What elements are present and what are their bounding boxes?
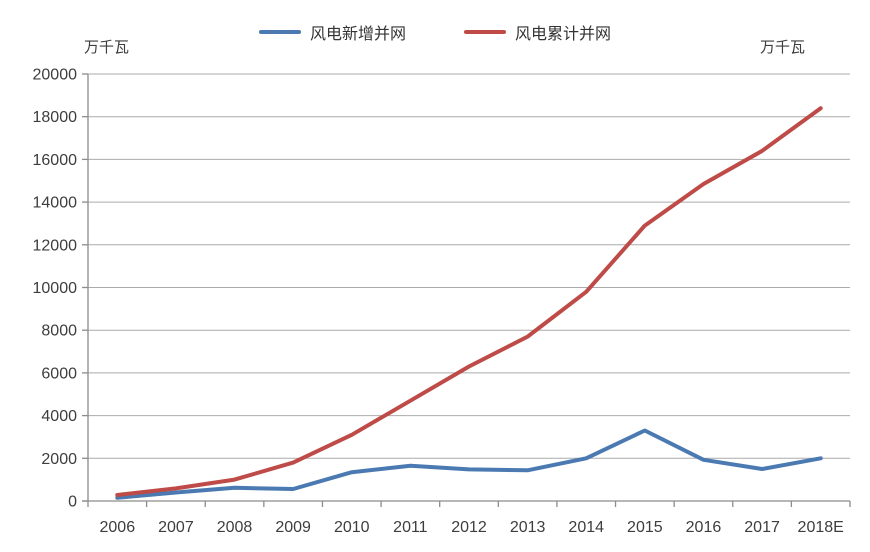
- legend-item-new-grid-connected: 风电新增并网: [258, 20, 406, 44]
- x-tick-label: 2013: [510, 519, 546, 536]
- legend-line-swatch-blue: [258, 30, 301, 34]
- y-axis-unit-label-right: 万千瓦: [760, 39, 806, 56]
- x-tick-label: 2014: [568, 519, 604, 536]
- x-tick-label: 2010: [334, 519, 370, 536]
- x-tick-label: 2008: [217, 519, 253, 536]
- legend-line-swatch-red: [464, 30, 506, 34]
- y-tick-label: 4000: [41, 408, 77, 425]
- legend-label-new-grid-connected: 风电新增并网: [309, 26, 406, 43]
- y-tick-label: 6000: [41, 365, 77, 382]
- y-tick-label: 18000: [33, 109, 78, 126]
- legend-label-cumulative-grid-connected: 风电累计并网: [515, 26, 612, 43]
- x-tick-label: 2007: [158, 519, 194, 536]
- chart-legend: 风电新增并网 风电累计并网: [0, 20, 870, 44]
- series-line-new-grid-connected: [115, 428, 823, 500]
- y-tick-label: 14000: [33, 195, 78, 212]
- x-tick-label: 2016: [686, 519, 722, 536]
- x-tick-label: 2017: [744, 519, 780, 536]
- x-tick-label: 2012: [451, 519, 487, 536]
- y-tick-label: 16000: [33, 152, 78, 169]
- y-axis-unit-label-left: 万千瓦: [84, 39, 130, 56]
- x-tick-label: 2018E: [798, 519, 844, 536]
- legend-item-cumulative-grid-connected: 风电累计并网: [464, 20, 611, 44]
- y-tick-label: 12000: [33, 237, 78, 254]
- y-tick-label: 2000: [41, 451, 77, 468]
- y-tick-label: 10000: [33, 280, 78, 297]
- x-tick-label: 2006: [100, 519, 136, 536]
- series-line-cumulative-grid-connected: [115, 106, 823, 497]
- y-tick-label: 20000: [33, 67, 78, 84]
- x-tick-label: 2009: [275, 519, 311, 536]
- y-tick-label: 8000: [41, 323, 77, 340]
- y-tick-label: 0: [68, 494, 77, 511]
- x-tick-label: 2011: [393, 519, 428, 536]
- x-tick-label: 2015: [627, 519, 663, 536]
